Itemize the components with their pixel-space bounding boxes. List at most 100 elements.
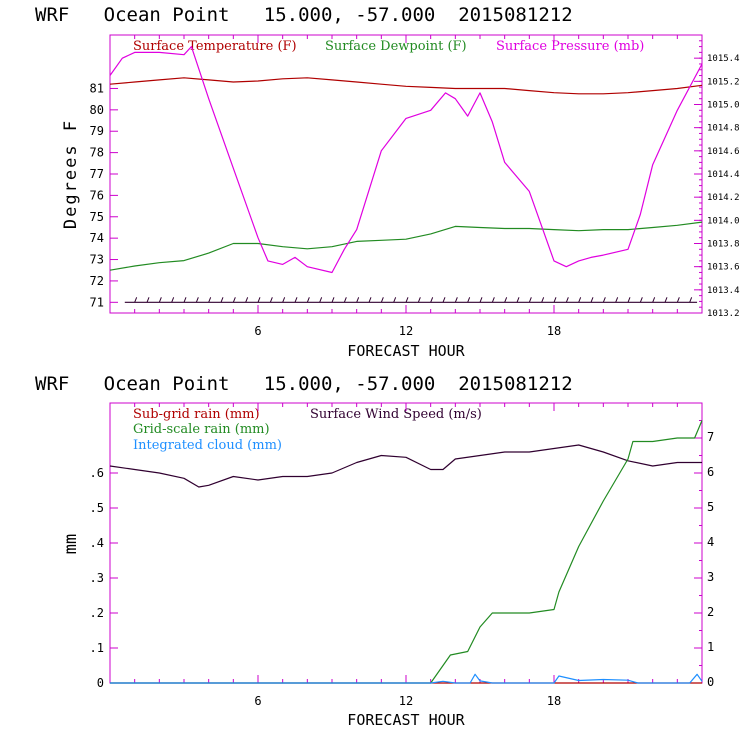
wind-barb <box>652 297 656 303</box>
y-tick-label: 73 <box>90 253 104 267</box>
wind-barb <box>319 297 323 303</box>
chart1-title: WRF Ocean Point 15.000, -57.000 20150812… <box>35 4 573 26</box>
wind-barb <box>269 297 273 303</box>
legend-subgrid-rain: Sub-grid rain (mm) <box>133 407 260 422</box>
y-tick-label: 81 <box>90 81 104 95</box>
wind-barb <box>343 297 347 303</box>
legend-integrated-cloud: Integrated cloud (mm) <box>133 438 282 453</box>
y-tick-label: .5 <box>90 501 104 515</box>
y2-tick-label: 1 <box>707 640 714 654</box>
wind-barb <box>195 297 199 303</box>
wind-barb <box>689 297 693 303</box>
y-tick-label: 0 <box>97 676 104 690</box>
y2-tick-label: 0 <box>707 675 714 689</box>
y2-tick-label: 1013.6 <box>707 263 740 273</box>
legend-surface-wind-speed: Surface Wind Speed (m/s) <box>310 407 482 422</box>
y-tick-label: .6 <box>90 466 104 480</box>
wind-barb <box>627 297 631 303</box>
wind-barb <box>430 297 434 303</box>
legend-surface-dewpoint: Surface Dewpoint (F) <box>325 39 467 54</box>
y2-tick-label: 1014.8 <box>707 124 740 134</box>
wind-barb <box>528 297 532 303</box>
wind-barb <box>541 297 545 303</box>
y2-tick-label: 1013.8 <box>707 240 740 250</box>
legend-surface-pressure: Surface Pressure (mb) <box>496 39 644 54</box>
x-tick-label: 6 <box>254 694 261 708</box>
wind-barb <box>504 297 508 303</box>
wind-barb <box>578 297 582 303</box>
y-tick-label: 77 <box>90 167 104 181</box>
wind-barb <box>639 297 643 303</box>
wind-barb <box>245 297 249 303</box>
y2-tick-label: 6 <box>707 465 714 479</box>
wind-barb <box>664 297 668 303</box>
wind-barb <box>368 297 372 303</box>
y2-tick-label: 3 <box>707 570 714 584</box>
legend-grid-scale-rain: Grid-scale rain (mm) <box>133 422 270 437</box>
wind-barb <box>516 297 520 303</box>
y-tick-label: 79 <box>90 124 104 138</box>
wind-barb <box>331 297 335 303</box>
wind-barb <box>405 297 409 303</box>
y-tick-label: 80 <box>90 103 104 117</box>
wind-barb <box>380 297 384 303</box>
y-tick-label: .4 <box>90 536 104 550</box>
y2-tick-label: 1015.0 <box>707 101 740 111</box>
y2-tick-label: 1014.4 <box>707 170 740 180</box>
y2-tick-label: 5 <box>707 500 714 514</box>
wind-barb <box>232 297 236 303</box>
y2-tick-label: 2 <box>707 605 714 619</box>
y-tick-label: 78 <box>90 146 104 160</box>
wind-barb <box>442 297 446 303</box>
wind-barb <box>467 297 471 303</box>
y-tick-label: 75 <box>90 210 104 224</box>
wind-barb <box>590 297 594 303</box>
wind-barb <box>294 297 298 303</box>
surface-pressure-mb-line <box>109 45 703 274</box>
wind-barb <box>356 297 360 303</box>
chart1-ylabel: Degrees F <box>61 119 81 229</box>
wind-barb <box>146 297 150 303</box>
wind-barb <box>282 297 286 303</box>
y2-tick-label: 1013.4 <box>707 286 740 296</box>
chart2-title: WRF Ocean Point 15.000, -57.000 20150812… <box>35 373 573 395</box>
wind-barbs <box>124 297 698 303</box>
wind-barb <box>257 297 261 303</box>
x-tick-label: 18 <box>547 324 561 338</box>
surface-wind-speed-m-s-line <box>109 444 702 488</box>
chart2-xlabel: FORECAST HOUR <box>347 711 465 729</box>
y2-tick-label: 4 <box>707 535 714 549</box>
y2-tick-label: 1014.2 <box>707 193 740 203</box>
wind-barb <box>183 297 187 303</box>
wind-barb <box>393 297 397 303</box>
surface-dewpoint-f-line <box>109 221 703 271</box>
y-tick-label: 72 <box>90 274 104 288</box>
y2-tick-label: 1014.6 <box>707 147 740 157</box>
y2-tick-label: 1015.4 <box>707 54 740 64</box>
chart2-ylabel: mm <box>61 534 81 554</box>
y-tick-label: 76 <box>90 188 104 202</box>
wind-barb <box>158 297 162 303</box>
x-tick-label: 6 <box>254 324 261 338</box>
wind-barb <box>134 297 138 303</box>
wind-barb <box>208 297 212 303</box>
y2-tick-label: 1013.2 <box>707 309 740 319</box>
wind-barb <box>220 297 224 303</box>
wind-barb <box>615 297 619 303</box>
x-tick-label: 18 <box>547 694 561 708</box>
wind-barb <box>602 297 606 303</box>
chart1-xlabel: FORECAST HOUR <box>347 342 465 360</box>
wind-barb <box>553 297 557 303</box>
wind-barb <box>306 297 310 303</box>
wind-barb <box>417 297 421 303</box>
integrated-cloud-mm-line <box>110 673 703 684</box>
y-tick-label: 74 <box>90 231 104 245</box>
x-tick-label: 12 <box>399 694 413 708</box>
y-tick-label: .3 <box>90 571 104 585</box>
y-tick-label: .1 <box>90 641 104 655</box>
wind-barb <box>491 297 495 303</box>
wind-barb <box>479 297 483 303</box>
surface-temperature-f-line <box>109 77 703 95</box>
y-tick-label: 71 <box>90 295 104 309</box>
